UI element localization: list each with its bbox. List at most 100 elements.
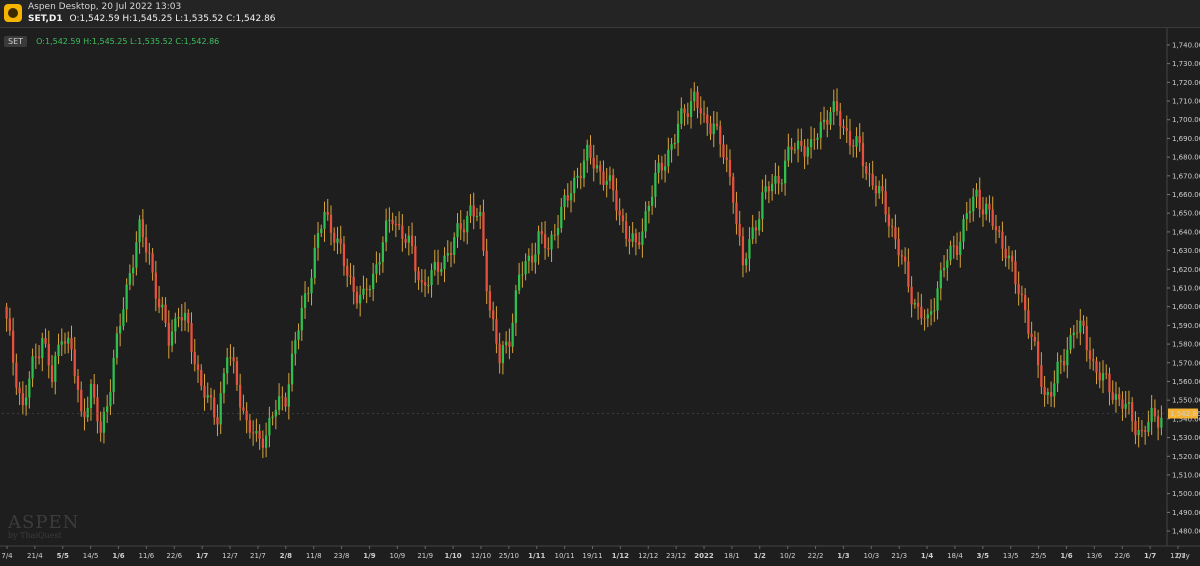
candle-body[interactable] [699,108,702,114]
candle-body[interactable] [187,312,190,324]
candle-body[interactable] [255,430,258,434]
candle-body[interactable] [453,237,456,255]
candle-body[interactable] [566,195,569,201]
candle-body[interactable] [21,393,24,406]
candle-body[interactable] [8,318,12,331]
candle-body[interactable] [368,288,372,291]
candle-body[interactable] [1131,402,1134,422]
candle-body[interactable] [683,108,686,114]
candle-body[interactable] [835,101,839,112]
candle-body[interactable] [560,207,563,229]
candle-body[interactable] [625,221,628,239]
candle-body[interactable] [300,307,303,331]
candle-body[interactable] [320,228,323,233]
candle-body[interactable] [401,225,404,239]
candle-body[interactable] [190,323,193,352]
candle-body[interactable] [1001,231,1004,249]
candle-body[interactable] [1056,361,1059,384]
candle-body[interactable] [605,180,608,185]
candle-body[interactable] [414,246,417,272]
candle-body[interactable] [174,318,177,332]
candle-body[interactable] [11,330,15,363]
candle-body[interactable] [76,375,80,390]
candle-body[interactable] [618,210,621,216]
candle-body[interactable] [219,393,222,425]
candle-body[interactable] [920,306,923,319]
candle-body[interactable] [790,146,793,150]
candle-body[interactable] [650,196,654,206]
candle-body[interactable] [599,165,602,172]
candle-body[interactable] [615,190,618,211]
candle-body[interactable] [534,254,537,263]
candle-body[interactable] [1156,416,1160,428]
candle-body[interactable] [1040,365,1043,387]
candle-body[interactable] [1082,320,1085,326]
candle-body[interactable] [109,392,112,407]
candle-body[interactable] [780,183,784,185]
candle-body[interactable] [631,233,634,242]
candle-body[interactable] [936,288,939,311]
candle-body[interactable] [1079,320,1082,333]
candle-body[interactable] [667,149,670,167]
candle-body[interactable] [803,145,806,157]
candle-body[interactable] [388,219,391,221]
candle-body[interactable] [547,248,550,250]
candle-body[interactable] [167,322,170,346]
candle-body[interactable] [83,411,86,418]
legend-symbol[interactable]: SET [4,36,28,47]
candle-body[interactable] [706,114,709,124]
candle-body[interactable] [696,91,699,109]
candle-body[interactable] [1160,417,1163,428]
candle-body[interactable] [998,230,1001,232]
candle-body[interactable] [226,357,229,374]
candle-body[interactable] [290,353,294,385]
candle-body[interactable] [988,203,991,210]
candle-body[interactable] [576,175,579,178]
candle-body[interactable] [1101,373,1105,381]
candle-body[interactable] [839,111,842,127]
candle-body[interactable] [770,183,774,192]
candle-body[interactable] [521,274,524,276]
candle-body[interactable] [508,341,511,347]
candle-body[interactable] [433,262,436,270]
candle-body[interactable] [822,119,826,123]
candle-body[interactable] [232,357,235,362]
candle-body[interactable] [725,157,728,160]
candle-body[interactable] [962,219,965,242]
candle-body[interactable] [712,123,715,135]
candle-body[interactable] [297,330,300,341]
candle-body[interactable] [472,205,475,217]
candle-body[interactable] [93,383,96,398]
candle-body[interactable] [608,175,612,181]
candle-body[interactable] [978,189,981,210]
candle-body[interactable] [1124,403,1127,409]
candle-body[interactable] [868,173,871,175]
candle-body[interactable] [206,395,209,398]
candle-body[interactable] [845,127,848,131]
candle-body[interactable] [916,302,920,307]
candle-body[interactable] [1053,383,1056,397]
candle-body[interactable] [647,205,651,212]
candle-body[interactable] [586,144,589,161]
candle-body[interactable] [346,265,349,276]
candle-body[interactable] [660,162,663,171]
candle-body[interactable] [722,144,725,158]
candle-body[interactable] [456,223,459,238]
candle-body[interactable] [28,378,31,398]
candle-body[interactable] [352,276,355,292]
candle-body[interactable] [787,146,790,161]
candle-body[interactable] [761,192,764,220]
candle-body[interactable] [339,238,342,244]
candle-body[interactable] [1137,430,1140,436]
candle-body[interactable] [1014,261,1017,285]
candle-body[interactable] [86,407,89,418]
candle-body[interactable] [1043,386,1046,395]
candle-body[interactable] [816,137,819,140]
candle-body[interactable] [540,231,543,235]
candle-body[interactable] [865,166,868,174]
candle-body[interactable] [89,383,93,408]
candle-body[interactable] [122,309,125,326]
candle-body[interactable] [654,172,657,197]
candle-body[interactable] [813,139,816,141]
candle-body[interactable] [365,288,368,291]
